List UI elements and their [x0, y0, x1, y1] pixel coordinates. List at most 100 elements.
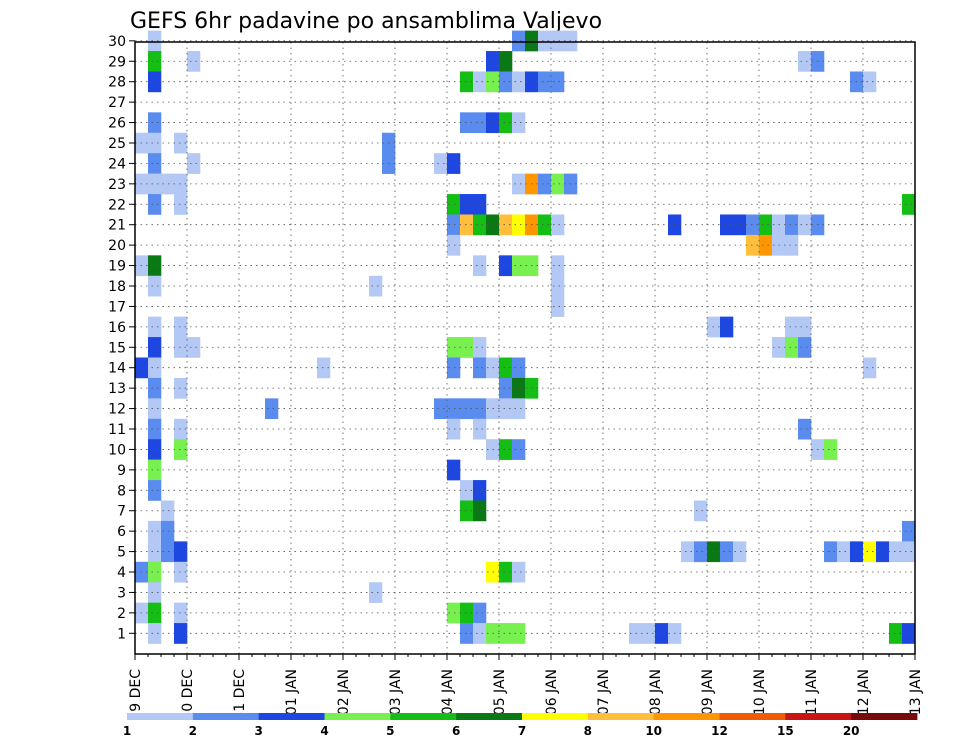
- heatmap-cell: [460, 602, 474, 624]
- y-tick-label: 9: [117, 463, 126, 479]
- heatmap-cell: [447, 602, 461, 624]
- y-tick-label: 23: [108, 177, 126, 193]
- y-tick-label: 17: [108, 299, 126, 315]
- heatmap-cell: [460, 194, 474, 215]
- heatmap-cell: [174, 561, 188, 583]
- heatmap-cell: [863, 541, 877, 563]
- heatmap-cell: [759, 234, 773, 256]
- legend-label: 4: [320, 724, 328, 738]
- heatmap-cell: [473, 194, 487, 215]
- heatmap-cell: [499, 398, 513, 420]
- heatmap-cell: [733, 541, 747, 563]
- legend-swatch: [851, 713, 918, 720]
- legend-label: 3: [254, 724, 262, 738]
- x-tick-label: 01 JAN: [284, 669, 300, 715]
- heatmap-cell: [148, 561, 162, 583]
- heatmap-cell: [148, 439, 162, 460]
- heatmap-cell: [148, 357, 162, 379]
- heatmap-cell: [148, 377, 162, 399]
- legend-swatch: [522, 713, 589, 720]
- heatmap-cell: [785, 337, 799, 358]
- y-tick-label: 1: [117, 626, 126, 642]
- y-axis-ticks: 1234567891011121314151617181920212223242…: [108, 34, 135, 642]
- x-tick-label: 08 JAN: [648, 669, 664, 715]
- x-tick-label: 30 DEC: [180, 669, 196, 721]
- heatmap-cell: [720, 541, 734, 563]
- x-tick-label: 06 JAN: [544, 669, 560, 715]
- heatmap-cell: [148, 480, 162, 501]
- y-tick-label: 7: [117, 504, 126, 520]
- heatmap-cell: [265, 398, 279, 420]
- heatmap-cell: [694, 541, 708, 563]
- heatmap-cell: [473, 214, 487, 236]
- heatmap-cell: [499, 71, 513, 93]
- legend-label: 2: [189, 724, 197, 738]
- heatmap-cell: [902, 520, 916, 542]
- y-tick-label: 13: [108, 381, 126, 397]
- heatmap-cell: [512, 623, 526, 644]
- x-axis-ticks: 29 DEC 30 DEC 31 DEC 01 JAN 02 JAN 03 JAN 04 J…: [128, 654, 924, 721]
- heatmap-cell: [460, 480, 474, 501]
- heatmap-cell: [499, 357, 513, 379]
- heatmap-cell: [148, 316, 162, 338]
- heatmap-cell: [148, 153, 162, 174]
- legend-label: 20: [843, 724, 860, 738]
- legend-label: 10: [645, 724, 662, 738]
- x-tick-label: 02 JAN: [336, 669, 352, 715]
- heatmap-cell: [785, 214, 799, 236]
- heatmap-cell: [473, 112, 487, 134]
- x-tick-label: 29 DEC: [128, 669, 144, 721]
- heatmap-cell: [538, 214, 552, 236]
- legend-label: 5: [386, 724, 394, 738]
- heatmap-cell: [174, 602, 188, 624]
- heatmap-cell: [720, 316, 734, 338]
- heatmap-cell: [512, 173, 526, 195]
- heatmap-cell: [538, 173, 552, 195]
- heatmap-cell: [148, 582, 162, 603]
- heatmap-cell: [317, 357, 331, 379]
- heatmap-cell: [551, 275, 565, 297]
- heatmap-cell: [551, 214, 565, 236]
- heatmap-cell: [473, 623, 487, 644]
- heatmap-cell: [473, 255, 487, 277]
- y-tick-label: 18: [108, 279, 126, 295]
- heatmap-cell: [473, 71, 487, 93]
- heatmap-cell: [473, 602, 487, 624]
- heatmap-cell: [551, 173, 565, 195]
- y-tick-label: 26: [108, 116, 126, 132]
- y-tick-label: 3: [117, 585, 126, 601]
- heatmap-cell: [512, 377, 526, 399]
- x-tick-label: 11 JAN: [804, 669, 820, 715]
- y-tick-label: 6: [117, 524, 126, 540]
- heatmap-cell: [863, 357, 877, 379]
- heatmap-cell: [148, 51, 162, 72]
- heatmap-cell: [447, 194, 461, 215]
- heatmap-cell: [148, 132, 162, 154]
- x-tick-label: 09 JAN: [700, 669, 716, 715]
- legend-label: 7: [518, 724, 526, 738]
- heatmap-cell: [148, 398, 162, 420]
- heatmap-cell: [785, 316, 799, 338]
- y-tick-label: 11: [108, 422, 126, 438]
- heatmap-cell: [837, 541, 851, 563]
- heatmap-cell: [148, 255, 162, 277]
- heatmap-cell: [499, 377, 513, 399]
- y-tick-label: 14: [108, 361, 126, 377]
- heatmap-cell: [473, 337, 487, 358]
- legend-swatch: [587, 713, 655, 720]
- heatmap-cell: [460, 623, 474, 644]
- y-tick-label: 10: [108, 442, 126, 458]
- x-tick-label: 04 JAN: [440, 669, 456, 715]
- heatmap-cell: [369, 275, 383, 297]
- heatmap-cell: [460, 500, 474, 522]
- grid-lines: [135, 40, 915, 654]
- heatmap-cell: [460, 337, 474, 358]
- heatmap-cell: [460, 112, 474, 134]
- heatmap-cell: [473, 398, 487, 420]
- heatmap-cell: [174, 377, 188, 399]
- heatmap-cell: [512, 112, 526, 134]
- heatmap-cell: [694, 500, 708, 522]
- heatmap-cell: [460, 398, 474, 420]
- y-tick-label: 30: [108, 34, 126, 50]
- heatmap-cell: [512, 71, 526, 93]
